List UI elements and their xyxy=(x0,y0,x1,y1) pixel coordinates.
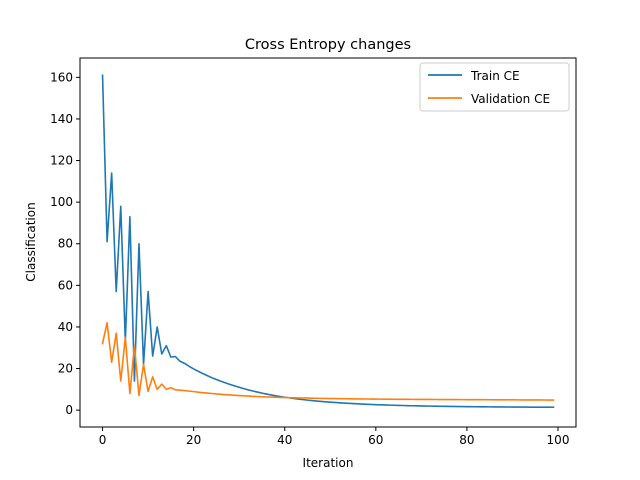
y-tick-label: 20 xyxy=(58,362,73,376)
x-tick-label: 100 xyxy=(547,433,570,447)
legend-label-validation-ce: Validation CE xyxy=(471,92,550,106)
x-axis-label: Iteration xyxy=(303,456,354,470)
series-line-train-ce xyxy=(101,74,555,409)
y-axis-label: Classification xyxy=(24,202,38,281)
plot-frame xyxy=(79,57,577,428)
x-tick-label: 0 xyxy=(99,433,107,447)
y-tick-label: 100 xyxy=(50,195,73,209)
legend-label-train-ce: Train CE xyxy=(470,69,520,83)
plot-area xyxy=(101,74,555,409)
x-tick-label: 80 xyxy=(459,433,474,447)
x-tick-label: 20 xyxy=(186,433,201,447)
y-tick-label: 160 xyxy=(50,70,73,84)
legend: Train CE Validation CE xyxy=(419,62,570,112)
y-tick-label: 140 xyxy=(50,112,73,126)
y-tick-label: 0 xyxy=(65,403,73,417)
y-tick-label: 60 xyxy=(58,278,73,292)
chart-title: Cross Entropy changes xyxy=(245,37,411,53)
x-tick-label: 40 xyxy=(277,433,292,447)
x-tick-label: 60 xyxy=(368,433,383,447)
series-line-validation-ce xyxy=(101,321,555,401)
y-tick-label: 120 xyxy=(50,154,73,168)
axis-ticks: 0 20 40 60 80 100 0 20 40 60 80 100 120 140 160 xyxy=(50,70,569,447)
y-tick-label: 80 xyxy=(58,237,73,251)
y-tick-label: 40 xyxy=(58,320,73,334)
